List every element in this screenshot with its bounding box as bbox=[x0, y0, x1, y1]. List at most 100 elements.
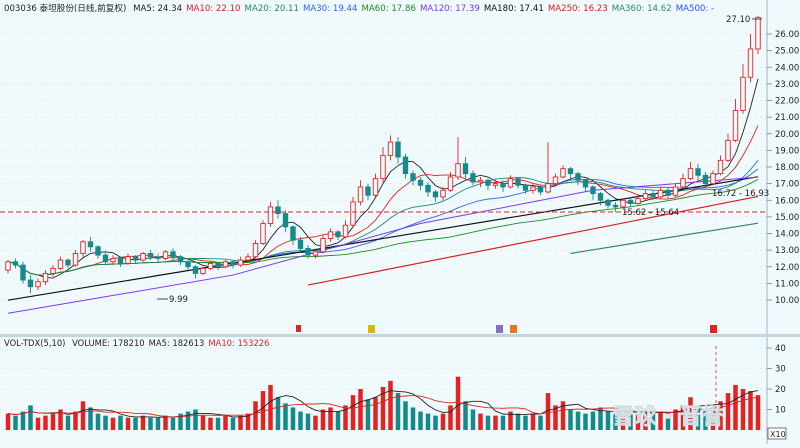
volume-bar bbox=[350, 395, 356, 430]
volume-bar bbox=[58, 409, 63, 430]
candle-body bbox=[290, 226, 296, 241]
volume-bar bbox=[35, 417, 41, 430]
candle-body bbox=[582, 179, 589, 188]
candle-body bbox=[72, 252, 79, 266]
event-marker[interactable] bbox=[510, 325, 517, 333]
candle-body bbox=[177, 256, 184, 263]
ma-legend-item: MA250: 16.23 bbox=[548, 4, 608, 14]
volume-bar bbox=[455, 376, 461, 430]
volume-bar bbox=[515, 413, 521, 430]
volume-bar bbox=[335, 411, 341, 430]
ma-legend: 003036 泰坦股份(日线,前复权) MA5: 24.34 MA10: 22.1… bbox=[4, 2, 714, 14]
event-marker[interactable] bbox=[496, 325, 503, 333]
volume-axis: 40 30 20 10 bbox=[767, 344, 786, 416]
candle-body bbox=[395, 141, 401, 158]
unit-button[interactable] bbox=[767, 427, 787, 440]
price-tick-label: 10.00 bbox=[775, 296, 799, 306]
high-price-label: 27.10 bbox=[726, 15, 750, 25]
candle-body bbox=[102, 254, 109, 263]
candle-body bbox=[410, 173, 416, 181]
volume-bar bbox=[80, 401, 86, 430]
candle-body bbox=[5, 261, 11, 271]
candle-body bbox=[507, 178, 514, 188]
candle-body bbox=[657, 189, 664, 198]
candle-body bbox=[140, 252, 146, 261]
candle-body bbox=[440, 189, 446, 198]
candle-body bbox=[12, 261, 19, 266]
mid-range-label: 15.62 - 15.64 bbox=[622, 208, 679, 218]
price-tick-label: 16.00 bbox=[775, 196, 799, 206]
price-tick-label: 24.00 bbox=[775, 63, 799, 73]
candle-body bbox=[147, 252, 154, 258]
candle-body bbox=[417, 179, 424, 186]
volume-bar bbox=[440, 413, 446, 430]
candle-body bbox=[215, 262, 221, 268]
volume-bar bbox=[418, 411, 423, 430]
candle-body bbox=[687, 168, 694, 180]
volume-bar bbox=[463, 401, 468, 430]
price-tick-label: 23.00 bbox=[775, 80, 799, 90]
volume-bar bbox=[260, 391, 266, 430]
candle-body bbox=[35, 281, 41, 288]
candle-body bbox=[455, 163, 461, 178]
moving-average-lines bbox=[7, 78, 759, 314]
volume-bar bbox=[88, 407, 93, 430]
candle-body bbox=[132, 256, 139, 261]
volume-bar bbox=[410, 407, 416, 430]
candle-body bbox=[425, 184, 431, 193]
candle-body bbox=[65, 259, 71, 266]
volume-bar bbox=[530, 413, 536, 430]
event-marker[interactable] bbox=[368, 325, 375, 333]
candle-body bbox=[477, 179, 484, 183]
event-marker[interactable] bbox=[710, 325, 717, 333]
price-tick-label: 25.00 bbox=[775, 47, 799, 57]
volume-bar bbox=[665, 413, 671, 430]
low-price-label: 9.99 bbox=[169, 295, 188, 305]
volume-bar bbox=[215, 417, 221, 430]
volume-bar bbox=[133, 417, 138, 430]
candle-body bbox=[320, 238, 326, 253]
candle-body bbox=[695, 168, 701, 176]
candle-body bbox=[642, 193, 649, 200]
volume-bar bbox=[140, 415, 146, 430]
candle-body bbox=[260, 223, 266, 244]
candle-body bbox=[575, 173, 581, 181]
candle-body bbox=[305, 248, 311, 256]
volume-bar bbox=[733, 384, 738, 430]
ma-legend-item: MA60: 17.86 bbox=[361, 4, 415, 14]
candle-body bbox=[237, 259, 244, 266]
candle-body bbox=[162, 251, 169, 259]
volume-bar bbox=[118, 415, 123, 430]
volume-bar bbox=[13, 415, 18, 430]
event-marker[interactable] bbox=[296, 325, 301, 332]
volume-bar bbox=[320, 409, 326, 430]
panel-divider[interactable] bbox=[0, 334, 800, 337]
volume-bar bbox=[448, 405, 453, 430]
volume-bar bbox=[230, 417, 236, 430]
candle-body bbox=[20, 264, 26, 281]
volume-bar bbox=[245, 413, 251, 430]
candle-body bbox=[747, 48, 754, 78]
unit-label: X10 bbox=[770, 430, 786, 439]
candle-body bbox=[545, 183, 551, 193]
volume-bar bbox=[193, 409, 198, 430]
price-tick-label: 20.00 bbox=[775, 130, 799, 140]
volume-bar bbox=[478, 413, 483, 430]
volume-bar bbox=[305, 413, 311, 430]
price-axis: 26.00 25.00 24.00 23.00 22.00 21.00 20.00 19.00… bbox=[767, 30, 799, 306]
volume-legend: VOL-TDX(5,10) VOLUME: 178210 MA5: 182613 M… bbox=[4, 338, 269, 348]
candle-body bbox=[275, 206, 281, 214]
volume-bar bbox=[103, 415, 108, 430]
candle-body bbox=[372, 178, 379, 196]
candle-body bbox=[230, 261, 236, 266]
candle-body bbox=[522, 184, 529, 191]
candle-body bbox=[500, 183, 506, 188]
volume-bar bbox=[748, 391, 753, 430]
price-tick-label: 11.00 bbox=[775, 279, 799, 289]
candle-body bbox=[335, 231, 341, 238]
candle-body bbox=[222, 261, 229, 268]
volume-bar bbox=[43, 415, 48, 430]
volume-bar bbox=[253, 401, 258, 430]
